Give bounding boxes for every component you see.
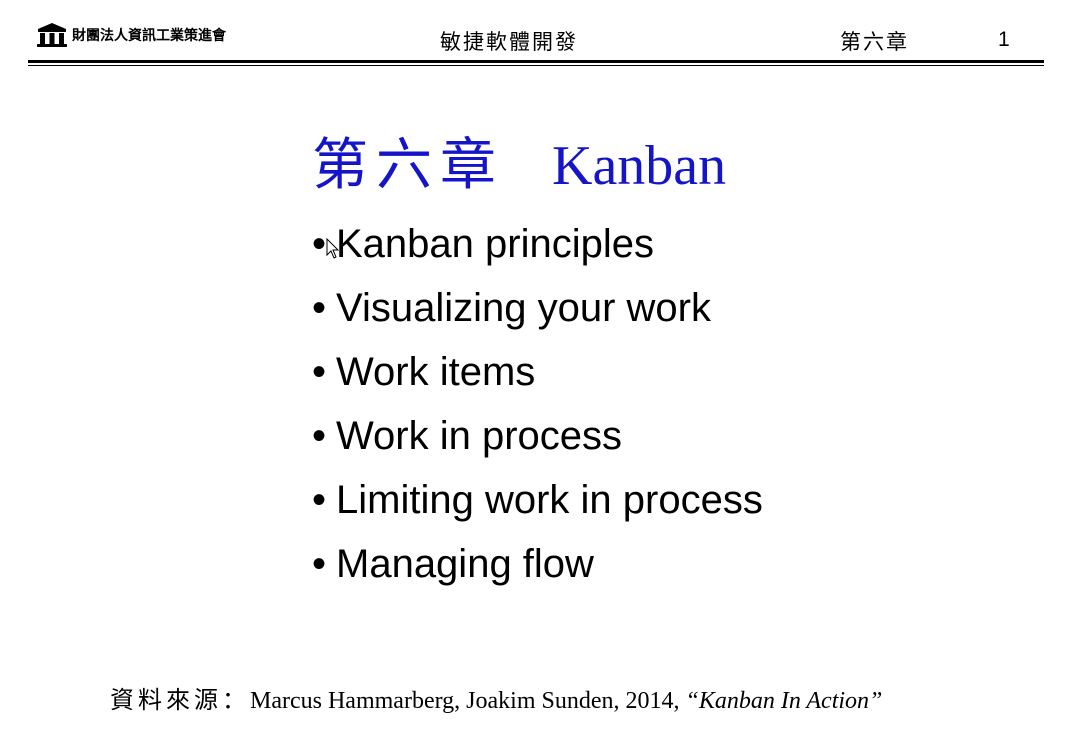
- list-item: • Visualizing your work: [312, 282, 763, 346]
- list-item-text: Visualizing your work: [336, 286, 711, 330]
- course-title: 敏捷軟體開發: [440, 30, 578, 54]
- list-item-text: Work items: [336, 350, 536, 394]
- bullet-dot: •: [312, 350, 327, 394]
- list-item: • Managing flow: [312, 538, 763, 602]
- bullet-dot: •: [312, 414, 327, 458]
- bullet-dot: •: [312, 542, 327, 586]
- list-item-text: Managing flow: [336, 542, 594, 586]
- slide-title-zh: 第六章: [312, 135, 504, 197]
- source-citation: 資料來源：Marcus Hammarberg, Joakim Sunden, 2…: [110, 680, 882, 715]
- source-label: 資料來源：: [110, 688, 250, 714]
- list-item: • Work items: [312, 346, 763, 410]
- bullet-dot: •: [312, 286, 327, 330]
- list-item: • Work in process: [312, 410, 763, 474]
- list-item: • Kanban principles: [312, 218, 763, 282]
- bullet-dot: •: [312, 222, 327, 266]
- source-book-title: “Kanban In Action”: [685, 688, 883, 714]
- list-item-text: Kanban principles: [336, 222, 654, 266]
- bullet-list: • Kanban principles • Visualizing your wor…: [312, 218, 763, 602]
- slide-title-en: Kanban: [552, 135, 727, 197]
- source-authors: Marcus Hammarberg, Joakim Sunden, 2014,: [250, 688, 686, 714]
- chapter-label: 第六章: [840, 30, 909, 54]
- list-item-text: Work in process: [336, 414, 623, 458]
- mouse-pointer-icon: [326, 238, 340, 259]
- list-item: • Limiting work in process: [312, 474, 763, 538]
- org-name: 財團法人資訊工業策進會: [72, 28, 226, 44]
- header-rule-thick: [28, 60, 1044, 63]
- institute-logo-icon: [37, 23, 67, 47]
- slide-header: 財團法人資訊工業策進會 敏捷軟體開發 第六章 1: [0, 0, 1088, 70]
- org-logo: 財團法人資訊工業策進會: [36, 22, 226, 48]
- page-number: 1: [998, 28, 1010, 51]
- list-item-text: Limiting work in process: [336, 478, 763, 522]
- header-rule-thin: [28, 65, 1044, 66]
- slide-title: 第六章 Kanban: [312, 120, 726, 201]
- bullet-dot: •: [312, 478, 327, 522]
